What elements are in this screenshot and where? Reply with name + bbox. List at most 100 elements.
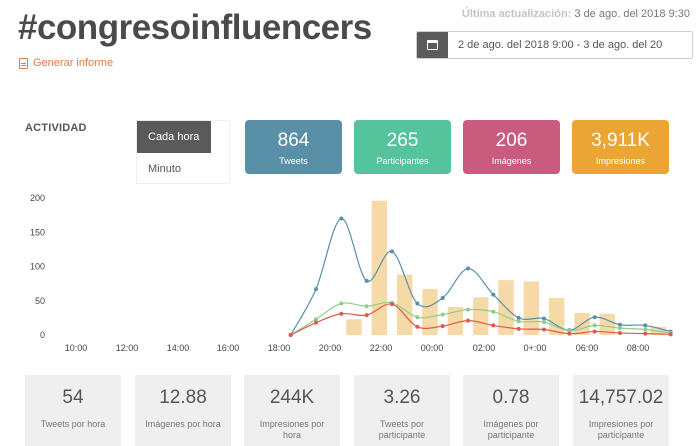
series-point xyxy=(288,333,293,337)
bar xyxy=(523,281,540,335)
summary-value: 0.78 xyxy=(492,387,530,408)
stat-participants-value: 265 xyxy=(386,130,419,151)
activity-heading: ACTIVIDAD xyxy=(25,122,87,134)
stat-images-value: 206 xyxy=(495,130,528,151)
pdf-icon xyxy=(19,57,28,69)
stat-images: 206 Imágenes xyxy=(463,120,560,174)
series-point xyxy=(415,315,420,320)
generate-report-label: Generar informe xyxy=(33,57,114,69)
stat-images-label: Imágenes xyxy=(491,156,532,166)
bar xyxy=(422,289,438,335)
y-tick-label: 200 xyxy=(30,193,45,203)
stat-tweets: 864 Tweets xyxy=(245,120,342,174)
series-point xyxy=(314,287,318,292)
summary-card-impressions-per-participant: 14,757.02 Impresiones por participante xyxy=(573,375,669,446)
granularity-hourly[interactable]: Cada hora xyxy=(137,121,211,153)
granularity-minute[interactable]: Minuto xyxy=(148,163,182,175)
summary-label: Imágenes por participante xyxy=(483,419,539,440)
series-point xyxy=(364,304,369,309)
stat-impressions-value: 3,911K xyxy=(591,130,650,151)
series-point xyxy=(618,322,622,327)
last-update-label: Última actualización: xyxy=(461,8,572,20)
series-point xyxy=(618,330,622,335)
summary-label: Imágenes por hora xyxy=(145,419,221,429)
bar xyxy=(548,298,565,335)
x-tick-label: 0+:00 xyxy=(524,343,547,353)
stat-impressions: 3,911K Impresiones xyxy=(572,120,669,174)
stat-participants-label: Participantes xyxy=(376,156,429,166)
series-point xyxy=(415,301,420,306)
series-point xyxy=(440,324,445,329)
series-point xyxy=(415,324,420,329)
series-point xyxy=(491,309,496,314)
series-point xyxy=(390,302,394,307)
bar xyxy=(447,306,464,335)
series-point xyxy=(567,331,572,336)
series-point xyxy=(643,323,648,328)
series-point xyxy=(516,326,521,331)
series-point xyxy=(542,319,546,324)
summary-card-tweets-per-participant: 3.26 Tweets por participante xyxy=(354,375,450,446)
calendar-button[interactable] xyxy=(417,32,448,58)
generate-report-link[interactable]: Generar informe xyxy=(19,57,113,69)
last-update: Última actualización: 3 de ago. del 2018… xyxy=(462,8,690,20)
series-point xyxy=(339,216,344,221)
x-tick-label: 14:00 xyxy=(167,343,190,353)
series-point xyxy=(668,332,673,337)
stat-impressions-label: Impresiones xyxy=(595,156,646,166)
series-point xyxy=(516,315,521,320)
series-point xyxy=(592,315,597,320)
x-tick-label: 20:00 xyxy=(319,343,342,353)
summary-value: 14,757.02 xyxy=(578,387,664,408)
bar xyxy=(346,319,362,335)
last-update-value: 3 de ago. del 2018 9:30 xyxy=(574,8,690,20)
activity-chart: 0 50 100 150 200 10:00 12:00 14:00 16:00 18:00 20:… xyxy=(30,193,673,353)
x-tick-label: 10:00 xyxy=(65,343,88,353)
calendar-icon xyxy=(427,40,438,50)
summary-value: 12.88 xyxy=(159,387,207,408)
x-tick-label: 08:00 xyxy=(627,343,650,353)
series-point xyxy=(491,323,496,328)
y-tick-label: 100 xyxy=(30,262,45,272)
x-tick-label: 02:00 xyxy=(473,343,496,353)
page-title: #congresoinfluencers xyxy=(18,8,372,47)
summary-label: Tweets por hora xyxy=(40,419,106,429)
x-tick-label: 12:00 xyxy=(116,343,139,353)
x-tick-label: 18:00 xyxy=(268,343,291,353)
stat-tweets-label: Tweets xyxy=(279,156,308,166)
series-point xyxy=(314,317,318,322)
series-point xyxy=(466,318,470,323)
x-tick-label: 06:00 xyxy=(576,343,599,353)
stat-participants: 265 Participantes xyxy=(354,120,451,174)
summary-label: Tweets por participante xyxy=(378,419,426,440)
series-point xyxy=(542,327,546,332)
series-point xyxy=(390,249,394,254)
series-point xyxy=(592,323,597,328)
series-point xyxy=(643,331,648,336)
summary-label: Impresiones por participante xyxy=(588,419,654,440)
summary-value: 54 xyxy=(62,387,84,408)
summary-value: 244K xyxy=(269,387,315,408)
y-tick-label: 50 xyxy=(35,296,45,306)
series-point xyxy=(643,327,648,332)
series-point xyxy=(516,319,521,324)
summary-card-impressions-per-hour: 244K Impresiones por hora xyxy=(244,375,340,446)
series-point xyxy=(364,278,369,283)
y-tick-label: 0 xyxy=(40,330,45,340)
x-tick-label: 00:00 xyxy=(421,343,444,353)
series-point xyxy=(618,326,622,331)
series-point xyxy=(542,316,546,321)
series-point xyxy=(567,328,572,333)
series-line xyxy=(290,301,671,336)
x-tick-label: 22:00 xyxy=(370,343,393,353)
date-range-picker[interactable]: 2 de ago. del 2018 9:00 - 3 de ago. del … xyxy=(416,31,693,59)
series-point xyxy=(339,301,344,306)
series-point xyxy=(339,311,344,316)
date-range-input[interactable]: 2 de ago. del 2018 9:00 - 3 de ago. del … xyxy=(458,39,663,51)
summary-label: Impresiones por hora xyxy=(259,419,325,440)
stat-tweets-value: 864 xyxy=(277,130,310,151)
series-point xyxy=(440,296,445,301)
summary-card-images-per-hour: 12.88 Imágenes por hora xyxy=(135,375,231,446)
series-point xyxy=(364,313,369,318)
series-point xyxy=(314,320,318,325)
